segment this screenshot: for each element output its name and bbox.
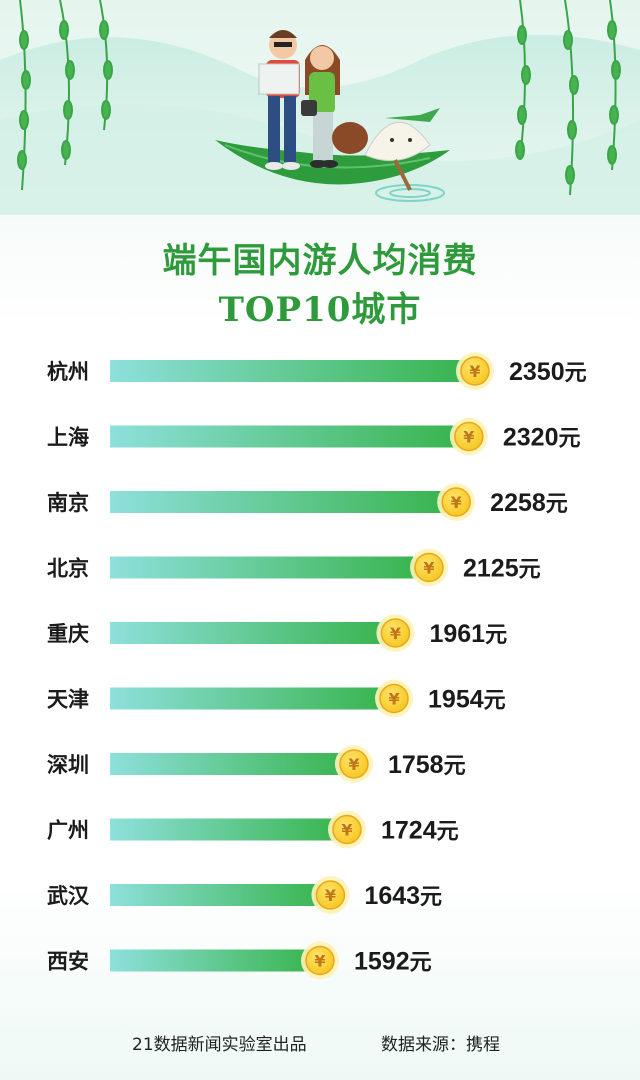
category-label: 西安 <box>47 950 89 974</box>
value-number: 1954 <box>428 686 484 714</box>
coin-icon <box>305 945 335 976</box>
coin-icon <box>339 749 369 779</box>
value-label: 1724元 <box>381 817 459 845</box>
yuan-symbol-icon: ¥ <box>348 755 359 774</box>
bar <box>110 753 354 775</box>
bar <box>110 491 457 513</box>
value-unit: 元 <box>437 820 459 845</box>
chart-title-line2: TOP10城市 <box>218 290 422 330</box>
bar <box>110 687 395 710</box>
value-number: 1643 <box>364 882 420 910</box>
value-unit: 元 <box>546 492 568 517</box>
yuan-symbol-icon: ¥ <box>388 690 399 709</box>
value-label: 2320元 <box>503 424 581 452</box>
bar <box>110 425 469 448</box>
value-number: 2350 <box>509 358 565 386</box>
value-unit: 元 <box>410 951 432 976</box>
bar <box>110 949 320 972</box>
category-label: 南京 <box>47 491 89 515</box>
value-number: 1961 <box>429 620 485 648</box>
category-label: 深圳 <box>47 753 89 777</box>
chart-title-line1: 端午国内游人均消费 <box>162 241 478 281</box>
category-label: 北京 <box>47 557 89 581</box>
value-number: 1724 <box>381 817 437 845</box>
value-label: 1643元 <box>364 882 442 910</box>
bar <box>110 360 475 382</box>
yuan-symbol-icon: ¥ <box>463 428 474 447</box>
header-illustration <box>0 0 640 215</box>
value-label: 2258元 <box>490 489 568 517</box>
footer-producer: 21数据新闻实验室出品 <box>132 1035 307 1055</box>
value-number: 1758 <box>388 751 444 779</box>
value-unit: 元 <box>519 558 541 583</box>
value-unit: 元 <box>565 361 587 386</box>
willow-branches-right-icon <box>515 0 621 196</box>
coin-icon <box>379 683 409 714</box>
category-label: 重庆 <box>47 622 89 646</box>
category-label: 上海 <box>47 426 89 450</box>
coin-icon <box>441 487 471 517</box>
value-unit: 元 <box>420 885 442 910</box>
bar <box>110 622 396 644</box>
value-unit: 元 <box>484 689 506 714</box>
yuan-symbol-icon: ¥ <box>469 362 480 381</box>
category-label: 杭州 <box>47 360 89 384</box>
yuan-symbol-icon: ¥ <box>423 559 434 578</box>
traveler-man-icon <box>258 30 300 170</box>
value-number: 2320 <box>503 424 559 452</box>
bar <box>110 884 331 906</box>
traveler-woman-icon <box>301 45 368 168</box>
bar <box>110 556 429 579</box>
coin-icon <box>454 421 484 452</box>
coin-icon <box>414 552 444 583</box>
category-label: 广州 <box>47 819 89 843</box>
yuan-symbol-icon: ¥ <box>390 624 401 643</box>
value-unit: 元 <box>558 427 580 452</box>
yuan-symbol-icon: ¥ <box>325 886 336 905</box>
value-unit: 元 <box>444 754 466 779</box>
coin-icon <box>460 356 490 386</box>
footer-source: 数据来源：携程 <box>381 1035 500 1055</box>
value-label: 2350元 <box>509 358 587 386</box>
value-label: 1758元 <box>388 751 466 779</box>
value-number: 2125 <box>463 555 519 583</box>
coin-icon <box>332 814 362 845</box>
value-number: 1592 <box>354 948 410 976</box>
yuan-symbol-icon: ¥ <box>451 493 462 512</box>
value-label: 2125元 <box>463 555 541 583</box>
willow-branches-left-icon <box>17 0 113 191</box>
zongzi-character-icon <box>364 108 440 191</box>
coin-icon <box>380 618 411 648</box>
value-label: 1961元 <box>429 620 507 648</box>
yuan-symbol-icon: ¥ <box>314 952 325 971</box>
value-unit: 元 <box>485 623 507 648</box>
value-label: 1592元 <box>354 948 432 976</box>
bar <box>110 818 347 841</box>
category-label: 武汉 <box>47 884 90 908</box>
yuan-symbol-icon: ¥ <box>341 821 352 840</box>
value-number: 2258 <box>490 489 546 517</box>
value-label: 1954元 <box>428 686 506 714</box>
coin-icon <box>315 880 346 910</box>
category-label: 天津 <box>47 688 89 712</box>
